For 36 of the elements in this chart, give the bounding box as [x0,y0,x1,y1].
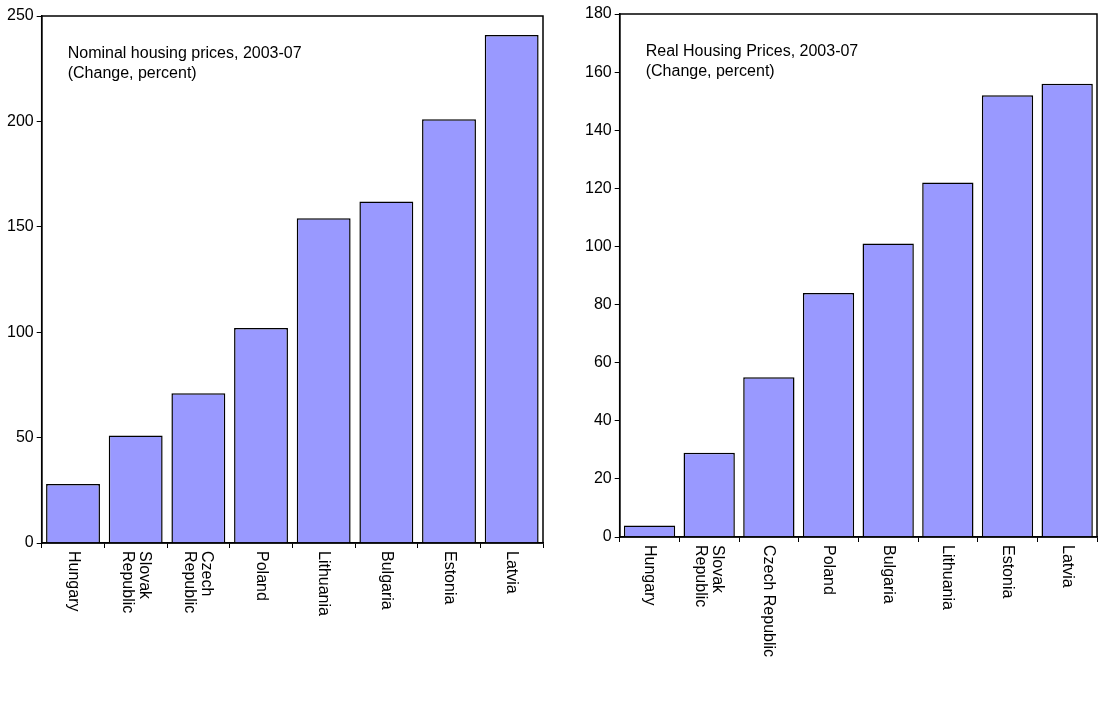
y-tick-label: 20 [593,469,612,487]
x-tick-label: Slovak Republic [119,551,154,614]
y-tick-label: 250 [6,6,34,24]
y-tick-label: 60 [593,353,612,371]
x-tick-label: Latvia [504,551,522,594]
x-tick-label: Czech Republic [182,551,217,614]
y-tick-label: 80 [593,294,612,312]
y-tick-label: 40 [593,411,612,429]
text: Real Housing Prices, 2003-07 [645,42,859,60]
y-tick-label: 100 [6,322,34,340]
y-tick-label: 0 [24,533,34,551]
y-tick-label: 0 [602,527,612,545]
x-tick-label: Latvia [1059,545,1077,588]
x-tick-label: Estonia [441,551,459,605]
text: Nominal housing prices, 2003-07 [67,44,302,62]
text: (Change, percent) [67,64,197,82]
x-tick-label: Bulgaria [378,551,396,610]
x-tick-label: Lithuania [940,545,958,611]
y-tick-label: 100 [584,236,612,254]
x-tick-label: Poland [821,545,839,595]
x-tick-label: Slovak Republic [693,545,728,608]
y-tick-label: 150 [6,217,34,235]
x-tick-label: Hungary [642,545,660,606]
x-tick-label: Hungary [65,551,83,612]
y-tick-label: 200 [6,111,34,129]
text: (Change, percent) [645,62,775,80]
x-tick-label: Bulgaria [880,545,898,604]
y-tick-label: 160 [584,62,612,80]
y-tick-label: 120 [584,178,612,196]
x-tick-label: Czech Republic [761,545,779,658]
y-tick-label: 180 [584,4,612,22]
x-tick-label: Poland [253,551,271,601]
y-tick-label: 50 [15,428,34,446]
x-tick-label: Estonia [1000,545,1018,599]
y-tick-label: 140 [584,120,612,138]
x-tick-label: Lithuania [316,551,334,617]
